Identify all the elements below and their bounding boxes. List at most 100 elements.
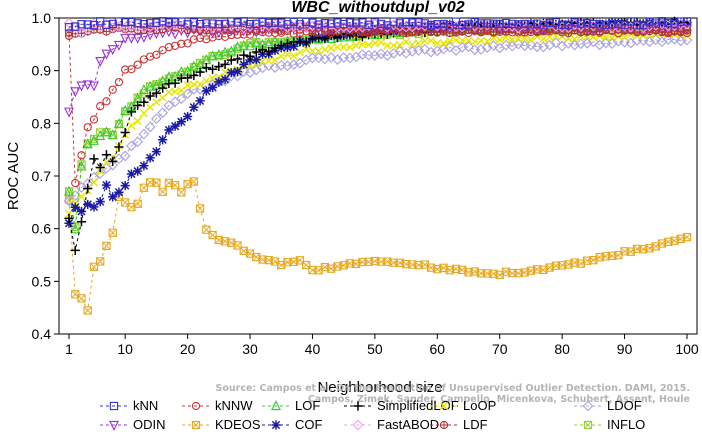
- chart-title: WBC_withoutdupl_v02: [291, 0, 464, 16]
- data-point: [152, 98, 161, 107]
- data-point: [239, 59, 249, 70]
- series-line: [68, 180, 688, 313]
- data-point: [89, 115, 99, 124]
- data-point: [226, 55, 236, 65]
- data-point: [458, 36, 467, 45]
- data-point: [183, 20, 192, 29]
- data-point: [233, 18, 242, 27]
- legend-label: LoOP: [463, 398, 496, 413]
- data-point: [94, 168, 106, 179]
- data-point: [220, 46, 231, 57]
- data-point: [76, 217, 87, 227]
- legend-marker: [191, 401, 201, 411]
- data-point: [551, 18, 561, 27]
- legend-item-knn: kNN: [100, 398, 158, 413]
- data-point: [220, 19, 230, 29]
- legend-label: KDEOS: [215, 417, 261, 432]
- data-point: [133, 100, 143, 111]
- legend-label: LDF: [463, 417, 488, 432]
- legend-item-lof: LOF: [262, 398, 320, 413]
- data-point: [101, 49, 112, 60]
- data-point: [146, 19, 155, 28]
- data-point: [400, 47, 412, 59]
- data-point: [207, 82, 218, 93]
- data-point: [189, 102, 199, 112]
- data-point: [214, 61, 224, 72]
- data-point: [576, 28, 586, 37]
- data-point: [139, 109, 149, 118]
- series-ldof: [63, 33, 693, 207]
- data-point: [208, 19, 217, 28]
- data-point: [195, 204, 205, 213]
- data-point: [189, 35, 198, 44]
- data-point: [319, 53, 331, 65]
- data-point: [232, 41, 243, 52]
- data-point: [307, 34, 318, 44]
- series-kdeos: [64, 177, 692, 315]
- data-point: [108, 228, 117, 237]
- data-point: [220, 59, 230, 70]
- data-point: [508, 19, 517, 28]
- data-point: [202, 19, 211, 28]
- data-point: [96, 102, 105, 111]
- data-point: [369, 50, 381, 61]
- data-point: [258, 17, 267, 27]
- data-point: [164, 125, 174, 135]
- data-point: [489, 19, 498, 28]
- data-point: [102, 97, 111, 106]
- data-point: [102, 241, 111, 251]
- data-point: [114, 17, 124, 26]
- data-point: [383, 41, 392, 50]
- x-tick-label: 60: [430, 341, 446, 357]
- data-point: [107, 129, 118, 140]
- data-point: [464, 36, 473, 45]
- data-point: [408, 40, 417, 49]
- data-point: [245, 51, 255, 61]
- data-point: [189, 80, 198, 89]
- data-point: [83, 183, 93, 194]
- data-point: [132, 136, 144, 148]
- data-point: [439, 19, 448, 29]
- legend-item-kdeos: KDEOS: [182, 417, 261, 432]
- data-point: [71, 22, 80, 31]
- data-point: [146, 102, 155, 112]
- data-point: [189, 70, 199, 81]
- legend-item-knnw: kNNW: [182, 398, 253, 413]
- data-point: [302, 17, 311, 27]
- data-point: [77, 20, 86, 29]
- data-point: [270, 56, 280, 65]
- data-point: [132, 33, 143, 44]
- data-point: [64, 213, 74, 223]
- data-point: [508, 35, 517, 44]
- series-knn: [64, 17, 692, 32]
- y-tick-label: 0.4: [32, 326, 52, 342]
- data-point: [95, 162, 105, 173]
- data-point: [339, 19, 348, 29]
- data-point: [589, 19, 598, 29]
- data-point: [64, 218, 74, 228]
- data-point: [564, 20, 573, 30]
- data-point: [220, 74, 230, 84]
- y-tick-label: 0.9: [32, 63, 52, 79]
- data-point: [481, 42, 493, 53]
- data-point: [470, 18, 479, 27]
- data-point: [283, 50, 292, 59]
- data-point: [413, 45, 424, 56]
- data-point: [520, 34, 529, 43]
- data-point: [152, 50, 161, 59]
- data-point: [145, 80, 156, 91]
- legend-label: INFLO: [607, 417, 645, 432]
- data-point: [89, 154, 99, 164]
- data-point: [426, 25, 437, 36]
- legend-label: kNN: [133, 398, 158, 413]
- data-point: [526, 20, 536, 29]
- x-axis: 1 10 20 30 40 50 60 70 80 90 100: [65, 334, 699, 357]
- data-point: [364, 40, 373, 49]
- data-point: [126, 169, 137, 179]
- data-point: [464, 20, 473, 29]
- data-point: [77, 151, 86, 160]
- data-point: [320, 45, 330, 54]
- data-point: [320, 18, 330, 28]
- data-point: [308, 46, 317, 55]
- legend-item-loop: LoOP: [430, 398, 496, 413]
